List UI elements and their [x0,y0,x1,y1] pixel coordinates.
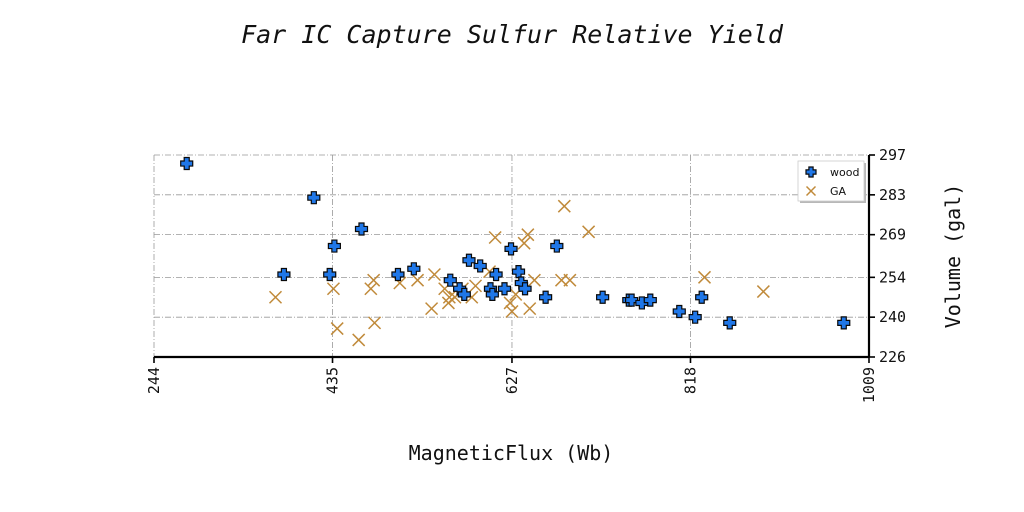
ga-data-point [756,285,770,299]
ga-data-point [517,236,531,250]
wood-data-point [391,267,405,282]
ga-data-point [442,290,456,304]
x-tick-label: 627 [503,367,521,394]
wood-data-point [723,316,737,330]
wood-data-point [550,239,564,253]
ga-data-point [411,273,425,287]
x-axis-label: MagneticFlux (Wb) [409,441,614,465]
wood-data-point [443,273,457,287]
ga-data-point [505,304,519,319]
wood-data-point [596,290,610,304]
wood-data-point [489,267,503,282]
y-tick-label: 297 [879,146,906,164]
wood-data-point [511,265,526,279]
y-tick-label: 283 [879,186,906,204]
ga-data-point [352,333,366,347]
wood-data-point [307,191,321,205]
ga-data-point [582,225,596,239]
ga-data-point [503,296,517,310]
ga-data-point [468,279,483,293]
wood-data-point [539,290,553,304]
x-tick-label: 1009 [860,367,878,403]
wood-data-point [837,316,851,330]
wood-data-point [407,262,421,276]
wood-data-point [497,282,512,296]
ga-data-point [527,273,541,287]
y-axis-label: Volume (gal) [941,184,965,329]
chart-title: Far IC Capture Sulfur Relative Yield [241,20,784,49]
ga-data-point [364,282,378,296]
x-tick-label: 818 [681,367,699,394]
ga-data-point [557,199,571,213]
legend-label-wood: wood [830,166,859,179]
wood-data-point [625,293,639,307]
x-tick-label: 244 [145,367,163,394]
wood-data-point [518,282,532,296]
ga-data-point [425,302,439,316]
ga-data-point [521,228,535,242]
wood-data-point [462,253,476,267]
ga-data-point [368,316,382,330]
data-points [180,156,851,347]
legend-marker-ga [805,185,817,197]
y-tick-label: 240 [879,308,906,326]
x-tick-label: 435 [324,367,342,394]
wood-data-point [688,310,702,324]
wood-data-point [277,267,291,282]
wood-data-point [354,222,369,236]
ga-data-point [427,267,441,282]
wood-data-point [643,293,657,307]
ga-data-point [268,290,283,304]
ga-data-point [523,302,537,316]
y-tick-label: 226 [879,348,906,366]
wood-data-point [504,242,518,256]
grid [153,154,870,358]
wood-data-point [473,259,487,273]
wood-data-point [180,156,194,171]
ga-data-point [563,273,577,287]
wood-data-point [695,290,709,304]
legend-label-ga: GA [830,185,847,198]
legend: wood GA [797,160,866,203]
legend-marker-wood [805,166,817,178]
wood-data-point [323,267,337,282]
ga-data-point [488,230,502,245]
ga-data-point [330,322,344,336]
wood-data-point [457,287,471,302]
ga-data-point [367,273,381,287]
y-tick-label: 269 [879,226,906,244]
y-tick-label: 254 [879,268,906,286]
ga-data-point [326,282,340,296]
wood-data-point [327,239,341,253]
ga-data-point [697,270,712,284]
wood-data-point [485,287,499,302]
wood-data-point [672,304,686,319]
